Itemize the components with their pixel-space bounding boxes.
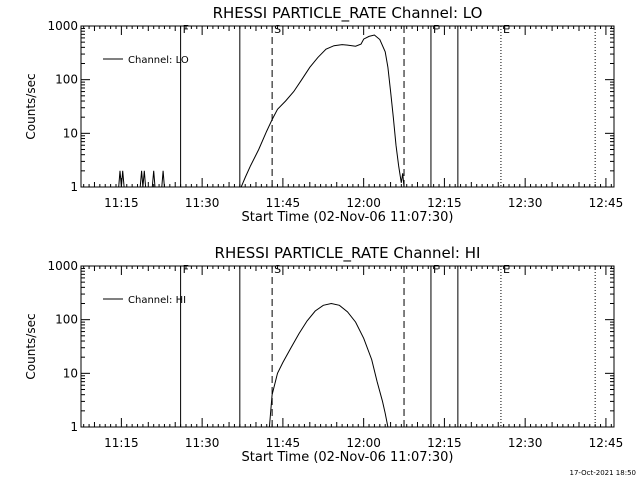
plot-frame [80, 25, 615, 188]
x-tick-label: 12:45 [589, 436, 624, 450]
chart-title: RHESSI PARTICLE_RATE Channel: HI [215, 244, 481, 263]
x-tick-label: 12:00 [346, 196, 381, 210]
x-tick-label: 11:15 [104, 436, 139, 450]
x-tick-label: 12:15 [427, 436, 462, 450]
y-tick-label: 1000 [47, 19, 78, 33]
y-tick-label: 10 [63, 366, 78, 380]
x-tick-label: 11:45 [266, 436, 301, 450]
y-axis-label: Counts/sec [24, 313, 38, 379]
x-tick-label: 11:15 [104, 196, 139, 210]
panel-1: RHESSI PARTICLE_RATE Channel: LO 1 10 100 10… [24, 4, 623, 225]
x-axis-label: Start Time (02-Nov-06 11:07:30) [242, 450, 454, 465]
event-marker-label: F [183, 23, 189, 36]
plot-frame [80, 265, 615, 428]
x-tick-label: 12:15 [427, 196, 462, 210]
event-marker-label: F [433, 23, 439, 36]
event-marker-label: S [274, 263, 281, 276]
x-tick-label: 11:30 [185, 436, 220, 450]
x-tick-label: 11:30 [185, 196, 220, 210]
x-tick-label: 12:30 [508, 196, 543, 210]
chart-title: RHESSI PARTICLE_RATE Channel: LO [213, 4, 483, 23]
legend-entry: Channel: HI [128, 295, 186, 306]
event-marker-label: S [274, 23, 281, 36]
x-axis-label: Start Time (02-Nov-06 11:07:30) [242, 210, 454, 225]
event-marker-label: E [503, 23, 510, 36]
y-tick-label: 100 [55, 73, 78, 87]
event-marker-label: E [503, 263, 510, 276]
y-tick-label: 1 [70, 180, 78, 194]
y-axis-label: Counts/sec [24, 73, 38, 139]
x-tick-label: 12:00 [346, 436, 381, 450]
event-marker-label: F [183, 263, 189, 276]
footer-timestamp: 17-Oct-2021 18:50 [570, 469, 636, 477]
series-line-1 [268, 302, 389, 428]
y-tick-label: 10 [63, 126, 78, 140]
x-tick-label: 12:30 [508, 436, 543, 450]
series-line-1 [118, 34, 405, 188]
panel-2: RHESSI PARTICLE_RATE Channel: HI 1 10 100 10… [24, 244, 623, 465]
x-tick-label: 11:45 [266, 196, 301, 210]
y-tick-label: 100 [55, 313, 78, 327]
y-tick-label: 1000 [47, 259, 78, 273]
y-tick-label: 1 [70, 420, 78, 434]
event-marker-label: F [433, 263, 439, 276]
x-tick-label: 12:45 [589, 196, 624, 210]
legend-entry: Channel: LO [128, 55, 189, 66]
